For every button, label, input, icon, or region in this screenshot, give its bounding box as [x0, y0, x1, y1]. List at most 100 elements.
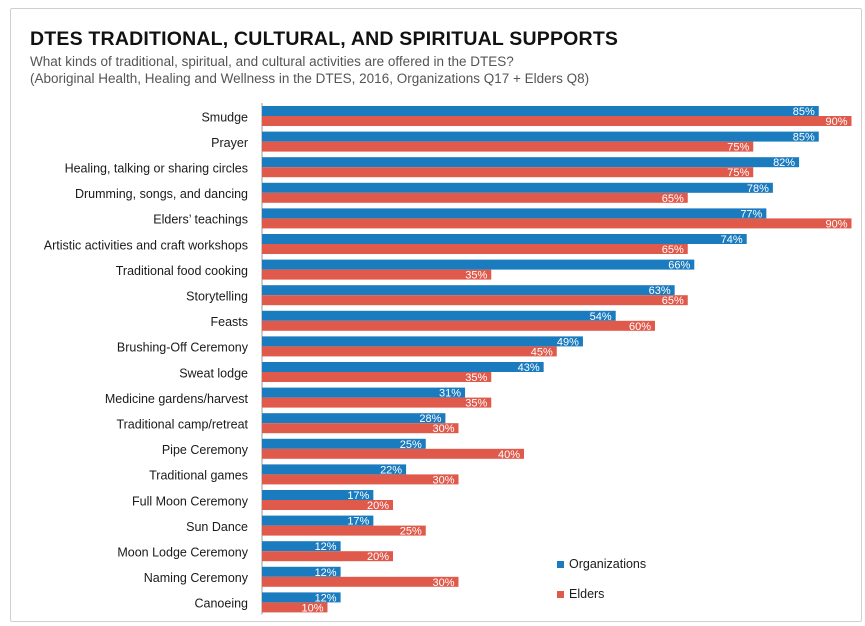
category-label: Artistic activities and craft workshops: [44, 238, 248, 252]
data-label-elders: 60%: [629, 321, 651, 333]
bar-elders: [262, 244, 688, 254]
bar-elders: [262, 448, 524, 459]
category-label: Elders’ teachings: [153, 213, 248, 227]
category-label: Storytelling: [186, 289, 248, 303]
bar-organizations: [262, 490, 374, 500]
bar-elders: [262, 500, 393, 510]
bar-organizations: [262, 310, 616, 321]
data-label-organizations: 78%: [747, 183, 769, 195]
category-label: Pipe Ceremony: [162, 443, 249, 457]
data-label-organizations: 85%: [793, 132, 815, 144]
data-label-organizations: 43%: [518, 362, 540, 374]
bar-organizations: [262, 157, 800, 168]
data-label-organizations: 17%: [347, 490, 369, 502]
data-label-organizations: 82%: [773, 157, 795, 169]
bar-elders: [262, 295, 688, 306]
subtitle-line-2: (Aboriginal Health, Healing and Wellness…: [30, 71, 590, 86]
category-label: Feasts: [210, 315, 248, 329]
data-label-elders: 45%: [531, 346, 553, 358]
data-label-organizations: 12%: [315, 541, 337, 553]
legend-label-organizations: Organizations: [569, 557, 646, 571]
category-label: Drumming, songs, and dancing: [75, 187, 248, 201]
bar-elders: [262, 602, 328, 613]
data-label-elders: 75%: [727, 142, 749, 154]
data-label-organizations: 28%: [419, 413, 441, 425]
category-label: Prayer: [211, 136, 248, 150]
data-label-elders: 30%: [432, 474, 454, 486]
data-label-elders: 20%: [367, 500, 389, 512]
data-label-organizations: 85%: [793, 106, 815, 118]
bar-elders: [262, 167, 754, 178]
category-label: Smudge: [201, 110, 248, 124]
subtitle-line-1: What kinds of traditional, spiritual, an…: [30, 54, 514, 69]
legend-label-elders: Elders: [569, 587, 604, 601]
data-label-elders: 35%: [465, 398, 487, 410]
data-label-organizations: 77%: [740, 208, 762, 220]
bar-elders: [262, 116, 852, 126]
data-label-organizations: 12%: [315, 567, 337, 579]
bar-elders: [262, 346, 557, 357]
bar-organizations: [262, 438, 426, 449]
data-label-elders: 65%: [662, 193, 684, 205]
bar-elders: [262, 423, 459, 434]
bar-elders: [262, 141, 754, 152]
data-label-organizations: 63%: [649, 285, 671, 297]
data-label-elders: 35%: [465, 270, 487, 282]
bar-elders: [262, 372, 492, 382]
bar-organizations: [262, 259, 695, 270]
bar-organizations: [262, 234, 747, 244]
data-label-elders: 90%: [825, 218, 847, 230]
bar-organizations: [262, 541, 341, 552]
category-label: Medicine gardens/harvest: [105, 392, 249, 406]
bar-organizations: [262, 464, 407, 475]
bar-elders: [262, 474, 459, 485]
chart-subtitle: What kinds of traditional, spiritual, an…: [30, 53, 589, 87]
category-label: Healing, talking or sharing circles: [65, 161, 248, 175]
bar-organizations: [262, 387, 466, 398]
data-label-elders: 30%: [432, 423, 454, 435]
bar-elders: [262, 320, 655, 331]
bar-organizations: [262, 592, 341, 603]
bar-organizations: [262, 208, 767, 219]
bar-elders: [262, 192, 688, 203]
bar-organizations: [262, 566, 341, 577]
bar-organizations: [262, 336, 583, 347]
chart-title: DTES TRADITIONAL, CULTURAL, AND SPIRITUA…: [30, 28, 619, 50]
bar-organizations: [262, 413, 446, 424]
bar-organizations: [262, 131, 819, 142]
category-label: Moon Lodge Ceremony: [117, 545, 248, 559]
category-label: Traditional camp/retreat: [116, 417, 248, 431]
data-label-elders: 35%: [465, 372, 487, 384]
bar-elders: [262, 525, 426, 536]
data-label-elders: 30%: [432, 577, 454, 589]
legend-swatch-organizations: [557, 561, 564, 568]
bar-elders: [262, 576, 459, 587]
data-label-organizations: 22%: [380, 464, 402, 476]
data-label-elders: 90%: [825, 116, 847, 128]
data-label-elders: 65%: [662, 295, 684, 307]
bar-organizations: [262, 515, 374, 526]
data-label-organizations: 17%: [347, 516, 369, 528]
data-label-elders: 10%: [301, 602, 323, 614]
bar-organizations: [262, 182, 773, 193]
data-label-elders: 20%: [367, 551, 389, 563]
category-label: Traditional games: [149, 469, 248, 483]
bar-organizations: [262, 106, 819, 116]
bar-elders: [262, 218, 852, 229]
data-label-organizations: 74%: [721, 234, 743, 246]
data-label-organizations: 54%: [590, 311, 612, 323]
category-label: Canoeing: [194, 597, 248, 611]
data-label-organizations: 12%: [315, 592, 337, 604]
data-label-organizations: 49%: [557, 336, 579, 348]
bar-organizations: [262, 362, 544, 372]
category-label: Traditional food cooking: [116, 264, 248, 278]
legend-swatch-elders: [557, 591, 564, 598]
data-label-organizations: 66%: [668, 260, 690, 272]
category-label: Brushing-Off Ceremony: [117, 341, 249, 355]
data-label-elders: 25%: [400, 526, 422, 538]
data-label-elders: 65%: [662, 244, 684, 256]
bar-organizations: [262, 285, 675, 296]
category-label: Sun Dance: [186, 520, 248, 534]
data-label-organizations: 25%: [400, 439, 422, 451]
